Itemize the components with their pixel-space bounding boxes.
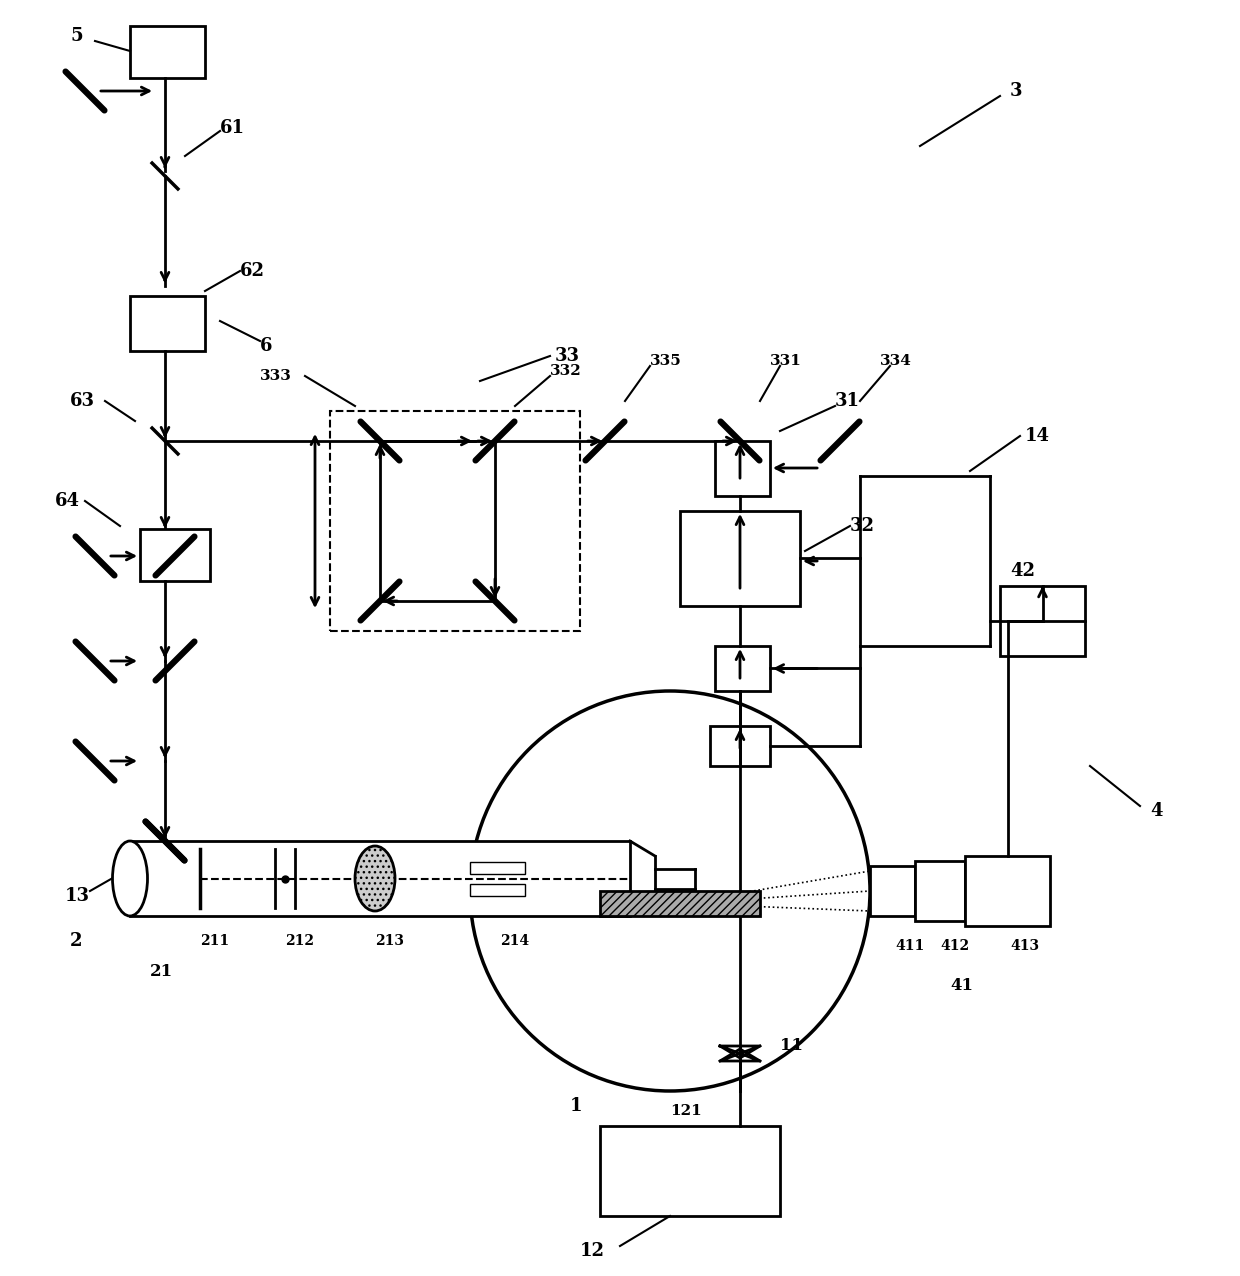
Text: 2: 2 xyxy=(69,931,83,951)
Bar xyxy=(330,411,580,632)
Text: 12: 12 xyxy=(580,1242,605,1259)
Ellipse shape xyxy=(355,846,396,911)
Text: 211: 211 xyxy=(200,934,229,948)
Text: 41: 41 xyxy=(950,977,973,994)
Bar xyxy=(470,861,525,874)
Text: 33: 33 xyxy=(556,347,580,365)
Text: 213: 213 xyxy=(374,934,404,948)
Bar xyxy=(600,891,760,916)
Text: 214: 214 xyxy=(500,934,529,948)
Bar xyxy=(965,856,1050,926)
Text: 5: 5 xyxy=(69,27,83,45)
Text: 332: 332 xyxy=(551,364,582,378)
Circle shape xyxy=(470,692,870,1091)
Text: 331: 331 xyxy=(770,353,802,367)
Text: 31: 31 xyxy=(835,392,861,410)
Text: 333: 333 xyxy=(260,369,291,383)
Text: 14: 14 xyxy=(1025,427,1050,445)
Text: 62: 62 xyxy=(241,262,265,279)
Bar xyxy=(711,726,770,766)
Bar xyxy=(140,530,210,581)
Text: 6: 6 xyxy=(260,337,273,355)
Bar xyxy=(680,510,800,606)
Text: 11: 11 xyxy=(780,1037,804,1054)
Text: 3: 3 xyxy=(1011,82,1023,100)
Bar xyxy=(600,1125,780,1216)
Bar xyxy=(470,883,525,896)
Bar xyxy=(999,586,1085,656)
Text: 121: 121 xyxy=(670,1104,702,1118)
Text: 4: 4 xyxy=(1149,803,1163,820)
Text: 1: 1 xyxy=(570,1097,583,1115)
Bar xyxy=(130,26,205,78)
Text: 64: 64 xyxy=(55,493,81,510)
Bar xyxy=(715,441,770,496)
Text: 61: 61 xyxy=(219,119,246,137)
Bar xyxy=(715,646,770,692)
Ellipse shape xyxy=(113,841,148,916)
Text: 334: 334 xyxy=(880,353,911,367)
Bar xyxy=(130,841,630,916)
Bar xyxy=(870,866,915,916)
Text: 63: 63 xyxy=(69,392,95,410)
Text: 42: 42 xyxy=(1011,561,1035,581)
Text: 13: 13 xyxy=(64,887,91,905)
Text: 32: 32 xyxy=(849,517,875,535)
Text: 412: 412 xyxy=(940,939,970,953)
Text: 21: 21 xyxy=(150,962,174,980)
Text: 411: 411 xyxy=(895,939,924,953)
Text: 212: 212 xyxy=(285,934,314,948)
Text: 335: 335 xyxy=(650,353,682,367)
Text: 413: 413 xyxy=(1011,939,1039,953)
Bar xyxy=(130,296,205,351)
Bar xyxy=(915,861,965,921)
